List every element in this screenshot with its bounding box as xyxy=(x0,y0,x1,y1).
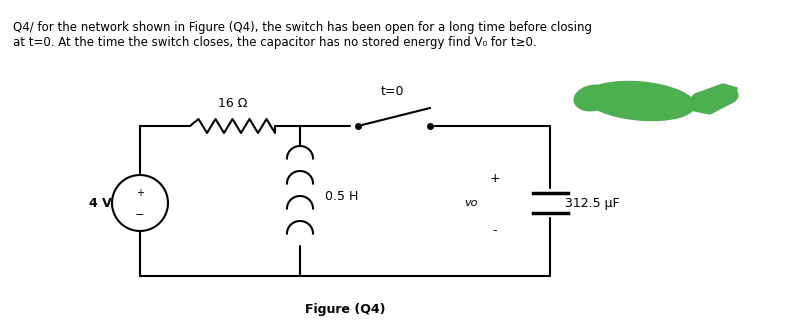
Text: −: − xyxy=(135,210,145,220)
Text: 16 Ω: 16 Ω xyxy=(218,97,247,110)
Text: -: - xyxy=(493,224,498,238)
Text: 312.5 μF: 312.5 μF xyxy=(565,197,620,210)
Text: Figure (Q4): Figure (Q4) xyxy=(305,303,386,315)
Ellipse shape xyxy=(585,81,695,120)
Text: +: + xyxy=(136,188,144,198)
Text: 0.5 H: 0.5 H xyxy=(325,190,358,203)
Text: +: + xyxy=(490,171,500,184)
Ellipse shape xyxy=(716,86,738,102)
Text: vo: vo xyxy=(465,198,478,208)
Polygon shape xyxy=(680,84,737,114)
Text: t=0: t=0 xyxy=(381,85,404,98)
Text: Q4/ for the network shown in Figure (Q4), the switch has been open for a long ti: Q4/ for the network shown in Figure (Q4)… xyxy=(13,21,592,49)
Ellipse shape xyxy=(574,85,612,111)
Text: 4 V: 4 V xyxy=(90,197,112,210)
